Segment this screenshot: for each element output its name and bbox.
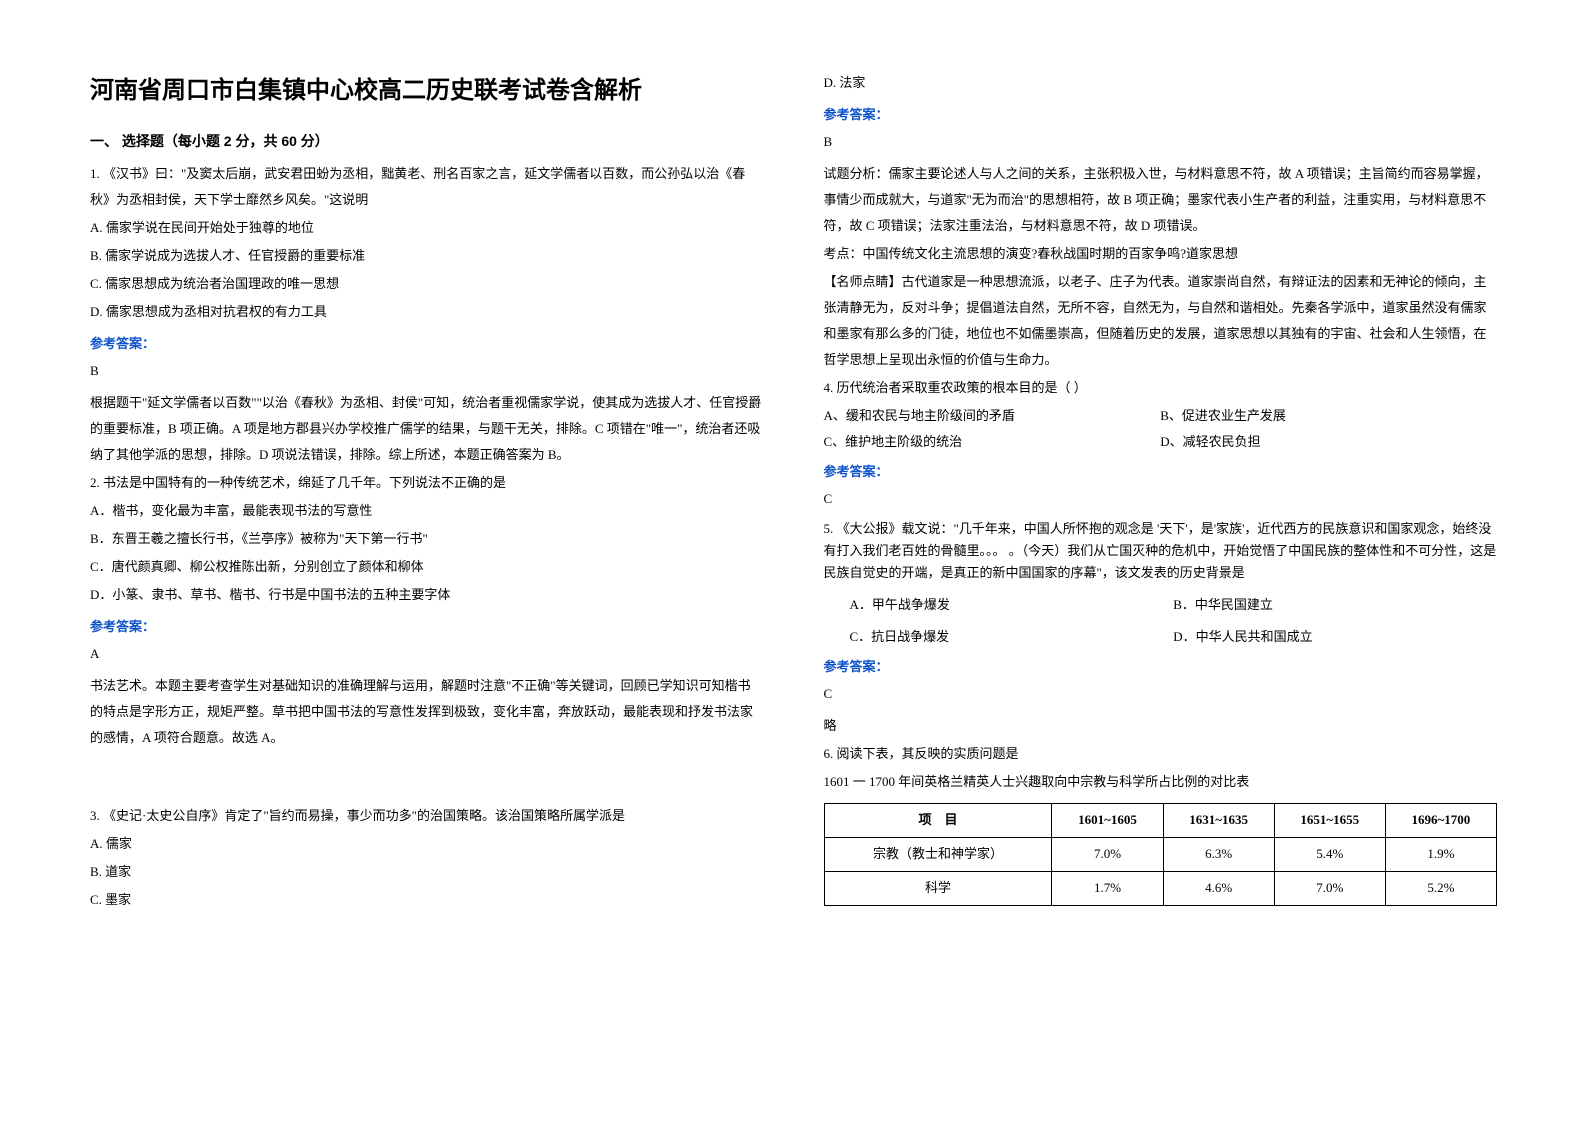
- q3-explain2: 考点：中国传统文化主流思想的演变?春秋战国时期的百家争鸣?道家思想: [824, 241, 1498, 267]
- q3-stem: 3. 《史记·太史公自序》肯定了"旨约而易操，事少而功多"的治国策略。该治国策略…: [90, 803, 764, 829]
- q6-stem: 6. 阅读下表，其反映的实质问题是: [824, 741, 1498, 767]
- spacer: [90, 753, 764, 803]
- table-head-row: 项 目 1601~1605 1631~1635 1651~1655 1696~1…: [824, 804, 1497, 838]
- q4-answer-letter: C: [824, 486, 1498, 512]
- td: 4.6%: [1163, 871, 1274, 905]
- section-head: 一、 选择题（每小题 2 分，共 60 分）: [90, 131, 764, 151]
- q2-opt-c: C．唐代颜真卿、柳公权推陈出新，分别创立了颜体和柳体: [90, 554, 764, 580]
- exam-title: 河南省周口市白集镇中心校高二历史联考试卷含解析: [90, 70, 764, 105]
- q4-opt-b: B、促进农业生产发展: [1160, 403, 1497, 429]
- td: 6.3%: [1163, 838, 1274, 872]
- q2-explain: 书法艺术。本题主要考查学生对基础知识的准确理解与运用，解题时注意"不正确"等关键…: [90, 673, 764, 751]
- q4-opts-ab: A、缓和农民与地主阶级间的矛盾 B、促进农业生产发展: [824, 403, 1498, 429]
- left-column: 河南省周口市白集镇中心校高二历史联考试卷含解析 一、 选择题（每小题 2 分，共…: [90, 70, 764, 1052]
- q2-opt-a: A．楷书，变化最为丰富，最能表现书法的写意性: [90, 498, 764, 524]
- q5-answer-letter: C: [824, 681, 1498, 707]
- q4-opts-cd: C、维护地主阶级的统治 D、减轻农民负担: [824, 429, 1498, 455]
- q3-explain3: 【名师点睛】古代道家是一种思想流派，以老子、庄子为代表。道家崇尚自然，有辩证法的…: [824, 269, 1498, 373]
- q4-stem: 4. 历代统治者采取重农政策的根本目的是（ ）: [824, 375, 1498, 401]
- q2-stem: 2. 书法是中国特有的一种传统艺术，绵延了几千年。下列说法不正确的是: [90, 470, 764, 496]
- q3-opt-a: A. 儒家: [90, 831, 764, 857]
- q5-opts-cd: C．抗日战争爆发 D．中华人民共和国成立: [824, 624, 1498, 650]
- th: 项 目: [824, 804, 1052, 838]
- td: 宗教（教士和神学家）: [824, 838, 1052, 872]
- td: 1.9%: [1385, 838, 1496, 872]
- td: 1.7%: [1052, 871, 1163, 905]
- q4-opt-c: C、维护地主阶级的统治: [824, 429, 1161, 455]
- q1-stem: 1. 《汉书》曰："及窦太后崩，武安君田蚡为丞相，黜黄老、刑名百家之言，延文学儒…: [90, 161, 764, 213]
- q5-explain: 略: [824, 713, 1498, 739]
- q6-table: 项 目 1601~1605 1631~1635 1651~1655 1696~1…: [824, 803, 1498, 905]
- q2-opt-b: B．东晋王羲之擅长行书，《兰亭序》被称为"天下第一行书": [90, 526, 764, 552]
- q4-opt-a: A、缓和农民与地主阶级间的矛盾: [824, 403, 1161, 429]
- th: 1631~1635: [1163, 804, 1274, 838]
- td: 科学: [824, 871, 1052, 905]
- q5-opt-a: A．甲午战争爆发: [824, 592, 1174, 618]
- q5-opt-b: B．中华民国建立: [1173, 592, 1497, 618]
- q2-answer-label: 参考答案：: [90, 616, 764, 635]
- q3-answer-label: 参考答案：: [824, 104, 1498, 123]
- td: 5.2%: [1385, 871, 1496, 905]
- q5-answer-label: 参考答案：: [824, 656, 1498, 675]
- q1-opt-c: C. 儒家思想成为统治者治国理政的唯一思想: [90, 271, 764, 297]
- table-row: 宗教（教士和神学家） 7.0% 6.3% 5.4% 1.9%: [824, 838, 1497, 872]
- td: 7.0%: [1052, 838, 1163, 872]
- th: 1651~1655: [1274, 804, 1385, 838]
- q6-caption: 1601 一 1700 年间英格兰精英人士兴趣取向中宗教与科学所占比例的对比表: [824, 769, 1498, 795]
- q1-opt-b: B. 儒家学说成为选拔人才、任官授爵的重要标准: [90, 243, 764, 269]
- q4-answer-label: 参考答案：: [824, 461, 1498, 480]
- q1-opt-d: D. 儒家思想成为丞相对抗君权的有力工具: [90, 299, 764, 325]
- th: 1601~1605: [1052, 804, 1163, 838]
- q3-opt-b: B. 道家: [90, 859, 764, 885]
- td: 7.0%: [1274, 871, 1385, 905]
- q1-answer-label: 参考答案：: [90, 333, 764, 352]
- q5-opt-c: C．抗日战争爆发: [824, 624, 1174, 650]
- table-row: 科学 1.7% 4.6% 7.0% 5.2%: [824, 871, 1497, 905]
- q4-opt-d: D、减轻农民负担: [1160, 429, 1497, 455]
- th: 1696~1700: [1385, 804, 1496, 838]
- q5-opt-d: D．中华人民共和国成立: [1173, 624, 1497, 650]
- q2-answer-letter: A: [90, 641, 764, 667]
- q3-opt-c: C. 墨家: [90, 887, 764, 913]
- q3-opt-d: D. 法家: [824, 70, 1498, 96]
- q1-answer-letter: B: [90, 358, 764, 384]
- q3-answer-letter: B: [824, 129, 1498, 155]
- td: 5.4%: [1274, 838, 1385, 872]
- q5-opts-ab: A．甲午战争爆发 B．中华民国建立: [824, 592, 1498, 618]
- q1-explain: 根据题干"延文学儒者以百数""以治《春秋》为丞相、封侯"可知，统治者重视儒家学说…: [90, 390, 764, 468]
- q1-opt-a: A. 儒家学说在民间开始处于独尊的地位: [90, 215, 764, 241]
- q3-explain1: 试题分析：儒家主要论述人与人之间的关系，主张积极入世，与材料意思不符，故 A 项…: [824, 161, 1498, 239]
- right-column: D. 法家 参考答案： B 试题分析：儒家主要论述人与人之间的关系，主张积极入世…: [824, 70, 1498, 1052]
- q2-opt-d: D．小篆、隶书、草书、楷书、行书是中国书法的五种主要字体: [90, 582, 764, 608]
- q5-stem: 5. 《大公报》载文说："几千年来，中国人所怀抱的观念是 '天下'，是'家族'，…: [824, 518, 1498, 584]
